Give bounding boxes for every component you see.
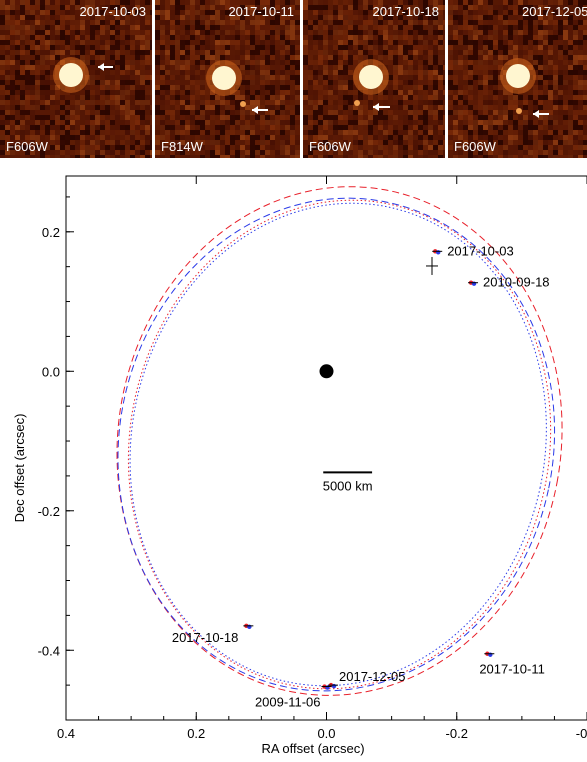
observation-point-blue: [247, 624, 252, 630]
orbit-chart: 0.4 0.2 0.0 -0.2 -0.4 0.2 0.0 -0.2 -0.4 RA offset…: [12, 175, 587, 756]
stamp-noise: [448, 0, 587, 158]
stamp-4: 2017-12-05 F606W: [448, 0, 587, 158]
stamp-date: 2017-12-05: [522, 4, 587, 19]
stamp-1: 2017-10-03 F606W: [0, 0, 152, 158]
x-tick-label: 0.0: [317, 726, 335, 741]
observation-label: 2017-10-03: [447, 243, 514, 258]
image-stamps: 2017-10-03 F606W 2017-10-11 F814W 2017-1…: [0, 0, 587, 158]
stamp-image: [0, 0, 152, 158]
x-tick-label: 0.4: [57, 726, 75, 741]
primary-body: [319, 364, 334, 379]
satellite-source: [354, 100, 360, 106]
observation-point-blue: [488, 652, 493, 657]
observation-point-blue: [436, 250, 441, 255]
observation-label: 2009-11-06: [255, 695, 321, 710]
ticks: 0.4 0.2 0.0 -0.2 -0.4 0.2 0.0 -0.2 -0.4: [38, 176, 587, 741]
scale-bar-label: 5000 km: [323, 478, 373, 493]
observation-point-blue: [325, 685, 330, 690]
bright-source: [59, 63, 83, 87]
stamp-image: [303, 0, 445, 158]
arrow-head-icon: [533, 110, 539, 118]
stamp-noise: [303, 0, 445, 158]
y-tick-label: 0.2: [42, 225, 60, 240]
stamp-image: [155, 0, 300, 158]
observation-label: 2017-10-11: [479, 662, 545, 677]
observation-label: 2017-12-05: [339, 669, 406, 684]
y-tick-label: -0.4: [38, 643, 60, 658]
bright-source: [212, 66, 236, 90]
stamp-3: 2017-10-18 F606W: [303, 0, 445, 158]
y-tick-label: 0.0: [42, 364, 60, 379]
stamp-filter: F606W: [454, 139, 496, 154]
arrow-head-icon: [252, 106, 258, 114]
stamp-2: 2017-10-11 F814W: [155, 0, 300, 158]
x-tick-label: 0.2: [187, 726, 205, 741]
observation-label: 2010-09-18: [483, 275, 550, 290]
stamp-image: [448, 0, 587, 158]
orbit-blue-dashed: [117, 197, 556, 692]
orbit-blue-dotted: [129, 202, 547, 687]
stamp-noise: [155, 0, 300, 158]
stamp-filter: F606W: [309, 139, 351, 154]
satellite-source: [240, 101, 246, 107]
satellite-source: [516, 108, 522, 114]
x-tick-label: -0.4: [576, 726, 587, 741]
observation-label: 2017-10-18: [172, 630, 239, 645]
observation-point-blue: [471, 281, 477, 286]
observation-point-blue: [331, 683, 337, 689]
arrow-head-icon: [373, 103, 379, 111]
x-axis-label: RA offset (arcsec): [261, 741, 364, 756]
arrow-head-icon: [98, 63, 104, 71]
stamp-filter: F606W: [6, 139, 48, 154]
bright-source: [506, 64, 530, 88]
y-axis-label: Dec offset (arcsec): [12, 414, 27, 523]
y-tick-label: -0.2: [38, 504, 60, 519]
stamp-date: 2017-10-18: [372, 4, 440, 19]
x-tick-label: -0.2: [446, 726, 468, 741]
stamp-filter: F814W: [161, 139, 203, 154]
stamp-noise: [0, 0, 152, 158]
plot-frame: [65, 175, 587, 721]
bright-source: [359, 65, 383, 89]
stamp-date: 2017-10-03: [79, 4, 147, 19]
stamp-date: 2017-10-11: [228, 4, 294, 19]
orbit-red-dashed: [116, 186, 563, 696]
